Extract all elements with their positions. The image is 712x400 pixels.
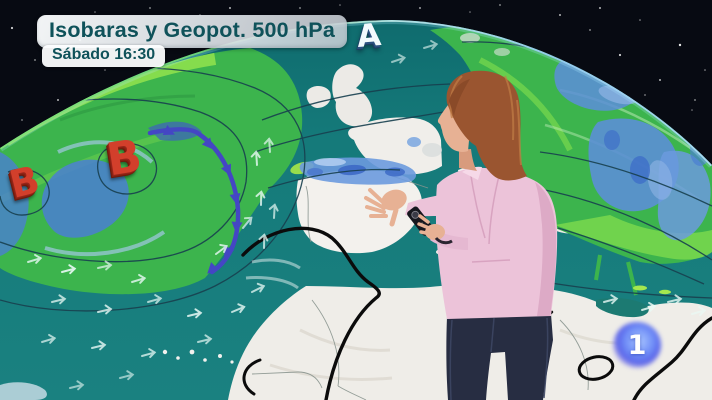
globe-edge-glow — [0, 20, 712, 167]
alps-cloud — [422, 143, 442, 157]
channel-logo: 1 — [612, 321, 662, 369]
low-pressure-symbol-northwest: B — [103, 128, 146, 187]
presenter-bracelet — [434, 236, 453, 245]
broadcast-time-badge: Sábado 16:30 — [42, 45, 166, 67]
wind-streaks — [26, 39, 707, 391]
landmass-ireland — [306, 86, 331, 108]
canary-islands — [162, 349, 234, 364]
africa-lake — [596, 297, 649, 318]
coast-lowcloud — [0, 382, 47, 400]
presenter-jeans — [446, 313, 553, 400]
presenter-blazer — [436, 167, 558, 319]
cold-front — [147, 125, 243, 278]
high-pressure-symbol: A — [355, 17, 383, 55]
presenter-hair — [446, 70, 527, 181]
channel-logo-number: 1 — [627, 329, 647, 361]
presenter — [364, 70, 558, 400]
airmass-green-west — [0, 48, 314, 295]
presenter-neck — [459, 149, 477, 171]
program-title-badge: Isobaras y Geopot. 500 hPa — [37, 15, 348, 48]
channel-logo-glow — [613, 322, 661, 368]
